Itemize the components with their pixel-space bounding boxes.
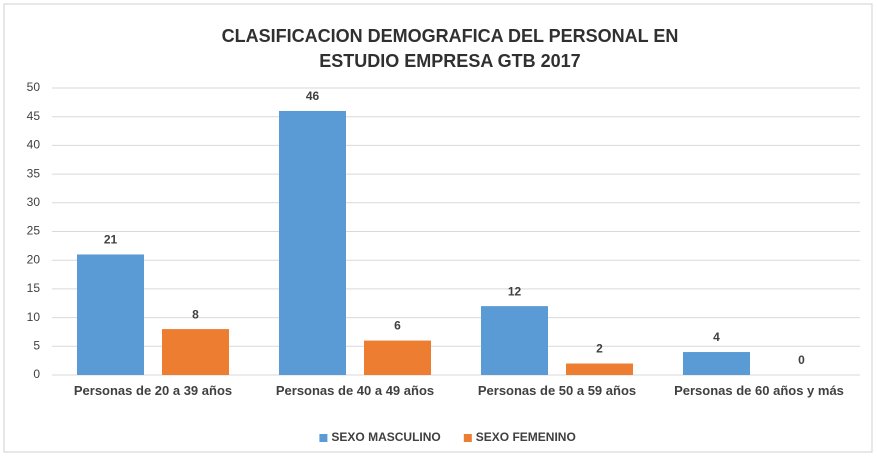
- bar: [279, 110, 346, 376]
- bar: [683, 352, 750, 375]
- data-label: 8: [192, 307, 199, 321]
- y-tick-label: 15: [27, 281, 41, 295]
- y-tick-label: 25: [27, 224, 41, 238]
- y-tick-label: 50: [27, 80, 41, 94]
- legend-swatch: [319, 434, 328, 442]
- data-label: 0: [798, 353, 805, 367]
- data-label: 2: [596, 342, 603, 356]
- x-tick-label: Personas de 50 a 59 años: [477, 383, 637, 398]
- x-tick-label: Personas de 20 a 39 años: [73, 383, 233, 398]
- x-tick-label-box: Personas de 60 años y más: [674, 383, 844, 398]
- legend-label: SEXO MASCULINO: [331, 430, 440, 444]
- chart-border: [3, 3, 873, 453]
- x-tick-label-box: Personas de 40 a 49 años: [275, 383, 435, 398]
- x-tick-label: Personas de 60 años y más: [674, 383, 844, 398]
- y-tick-label: 10: [27, 310, 41, 324]
- data-label: 12: [508, 284, 522, 298]
- bar: [566, 363, 633, 375]
- y-tick-label: 5: [33, 338, 40, 352]
- x-tick-label-box: Personas de 50 a 59 años: [477, 383, 637, 398]
- y-tick-label: 45: [27, 109, 41, 123]
- legend-label: SEXO FEMENINO: [476, 430, 576, 444]
- legend-swatch: [463, 434, 472, 442]
- bar: [364, 340, 431, 375]
- data-label: 46: [306, 89, 320, 103]
- x-tick-label-box: Personas de 20 a 39 años: [73, 383, 233, 398]
- data-label: 4: [713, 330, 720, 344]
- y-tick-label: 0: [33, 367, 40, 381]
- y-tick-label: 20: [27, 252, 41, 266]
- chart-title: CLASIFICACION DEMOGRAFICA DEL PERSONAL E…: [222, 26, 679, 46]
- y-tick-label: 40: [27, 138, 41, 152]
- bar: [481, 306, 548, 375]
- chart-title: ESTUDIO EMPRESA GTB 2017: [319, 51, 580, 71]
- x-tick-label: Personas de 40 a 49 años: [275, 383, 435, 398]
- data-label: 6: [394, 319, 401, 333]
- bar: [162, 329, 229, 375]
- y-tick-label: 35: [27, 166, 41, 180]
- bar: [77, 254, 144, 375]
- y-tick-label: 30: [27, 195, 41, 209]
- data-label: 21: [104, 233, 118, 247]
